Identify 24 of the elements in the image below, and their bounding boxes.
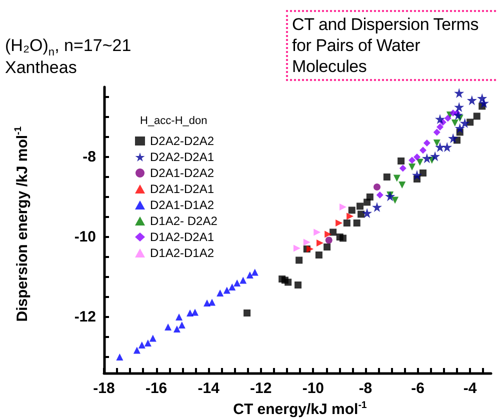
y-tick-label: -10 — [74, 228, 96, 246]
chart-title: CT and Dispersion Terms for Pairs of Water Molecules — [286, 10, 497, 81]
legend-label: D2A2-D2A2 — [150, 134, 214, 148]
chart-subtitle: (H₂O)$_{n}$, n=17~21 — [5, 36, 132, 58]
y-tick-label: -8 — [82, 148, 96, 166]
x-tick-label: -16 — [145, 380, 168, 397]
legend-label: D2A1-D2A2 — [150, 166, 214, 180]
x-tick-label: -18 — [93, 380, 115, 397]
x-tick-label: -12 — [250, 380, 272, 397]
x-tick-label: -4 — [463, 380, 478, 397]
x-tick-label: -14 — [198, 380, 220, 397]
legend-label: D2A2-D2A1 — [150, 150, 214, 164]
x-tick-label: -10 — [302, 380, 324, 397]
x-tick-label: -8 — [358, 380, 372, 397]
x-axis-title: CT energy/kJ mol$^{-1}$ — [232, 400, 368, 418]
legend-label: D2A1-D1A2 — [150, 198, 214, 212]
x-tick-label: -6 — [411, 380, 424, 397]
y-tick-label: -12 — [74, 308, 96, 326]
legend-title: H_acc-H_don — [140, 115, 208, 127]
legend-label: D1A2- D2A2 — [150, 214, 218, 228]
legend-label: D1A2-D2A1 — [150, 230, 214, 244]
legend-label: D1A2-D1A2 — [150, 246, 214, 260]
legend-label: D2A1-D2A1 — [150, 182, 214, 196]
text: Xantheas — [5, 58, 77, 78]
